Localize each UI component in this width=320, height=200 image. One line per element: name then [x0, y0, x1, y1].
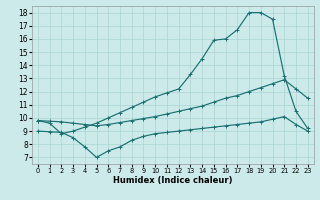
X-axis label: Humidex (Indice chaleur): Humidex (Indice chaleur) [113, 176, 233, 185]
